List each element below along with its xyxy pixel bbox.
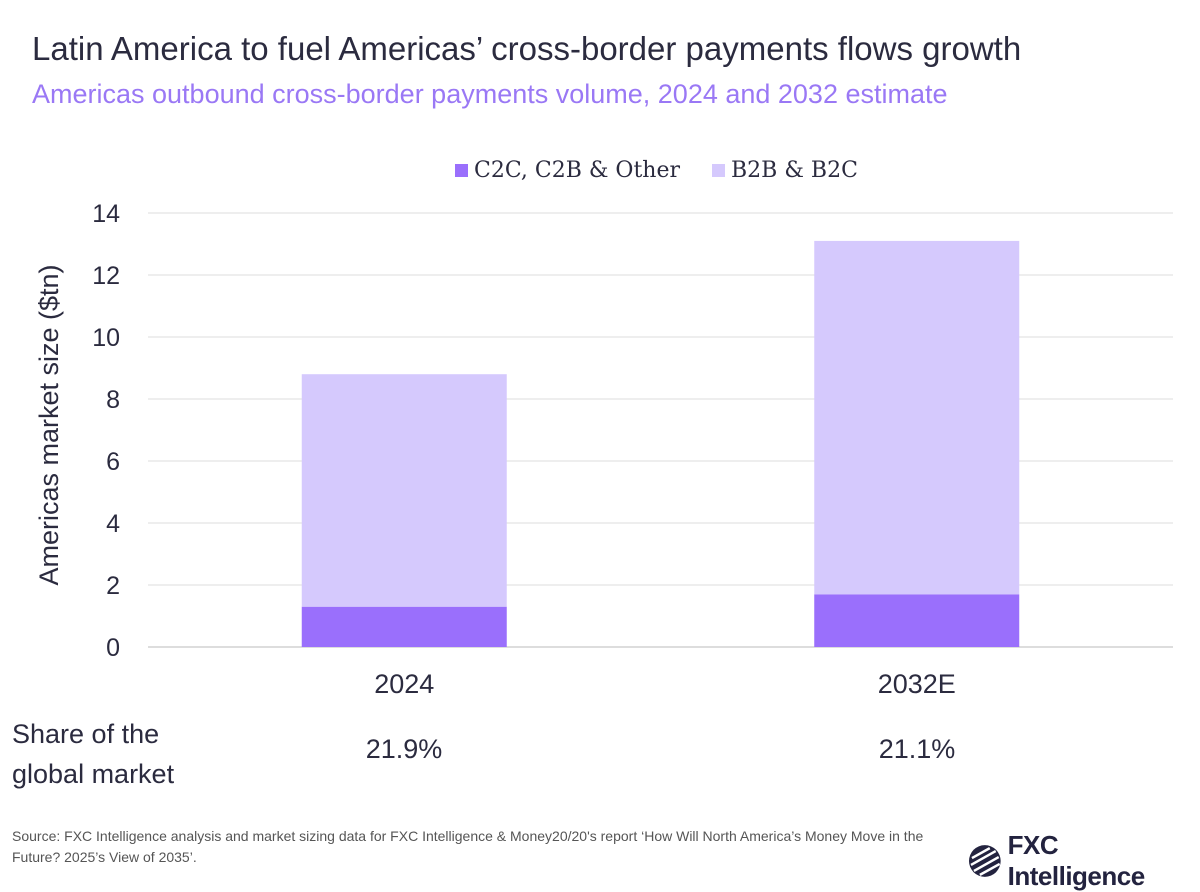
y-tick-label: 0	[106, 634, 120, 662]
y-tick-label: 6	[106, 448, 120, 476]
legend-label: B2B & B2C	[731, 158, 858, 183]
share-value-2024: 21.9%	[365, 734, 443, 764]
x-tick-label: 2032E	[878, 669, 956, 699]
legend-label: C2C, C2B & Other	[474, 158, 681, 183]
logo-text: FXC Intelligence	[1007, 830, 1146, 891]
share-value-2032e: 21.1%	[878, 734, 956, 764]
y-tick-label: 12	[92, 262, 120, 290]
share-label: Share of the global market	[12, 719, 175, 789]
fxc-logo: FXC Intelligence	[968, 830, 1200, 892]
legend-swatch	[455, 164, 468, 177]
y-tick-label: 2	[106, 572, 120, 600]
y-tick-label: 10	[92, 324, 120, 352]
fxc-logo-icon	[968, 845, 1001, 877]
y-tick-label: 8	[106, 386, 120, 414]
legend: C2C, C2B & Other B2B & B2C	[455, 158, 858, 183]
source-note: Source: FXC Intelligence analysis and ma…	[12, 828, 924, 865]
y-tick-label: 4	[106, 510, 120, 538]
y-tick-label: 14	[92, 200, 120, 228]
chart-title: Latin America to fuel Americas’ cross-bo…	[32, 30, 1022, 67]
x-tick-label: 2024	[374, 669, 434, 699]
bar-segment	[301, 606, 507, 647]
legend-swatch	[712, 164, 726, 177]
bar-segment	[814, 240, 1020, 595]
chart-subtitle: Americas outbound cross-border payments …	[32, 79, 948, 109]
y-axis-label: Americas market size ($tn)	[34, 264, 64, 585]
legend-item-c2c: C2C, C2B & Other	[455, 158, 680, 183]
legend-item-b2b: B2B & B2C	[712, 158, 858, 183]
bar-segment	[301, 374, 507, 607]
bar-segment	[814, 594, 1020, 647]
